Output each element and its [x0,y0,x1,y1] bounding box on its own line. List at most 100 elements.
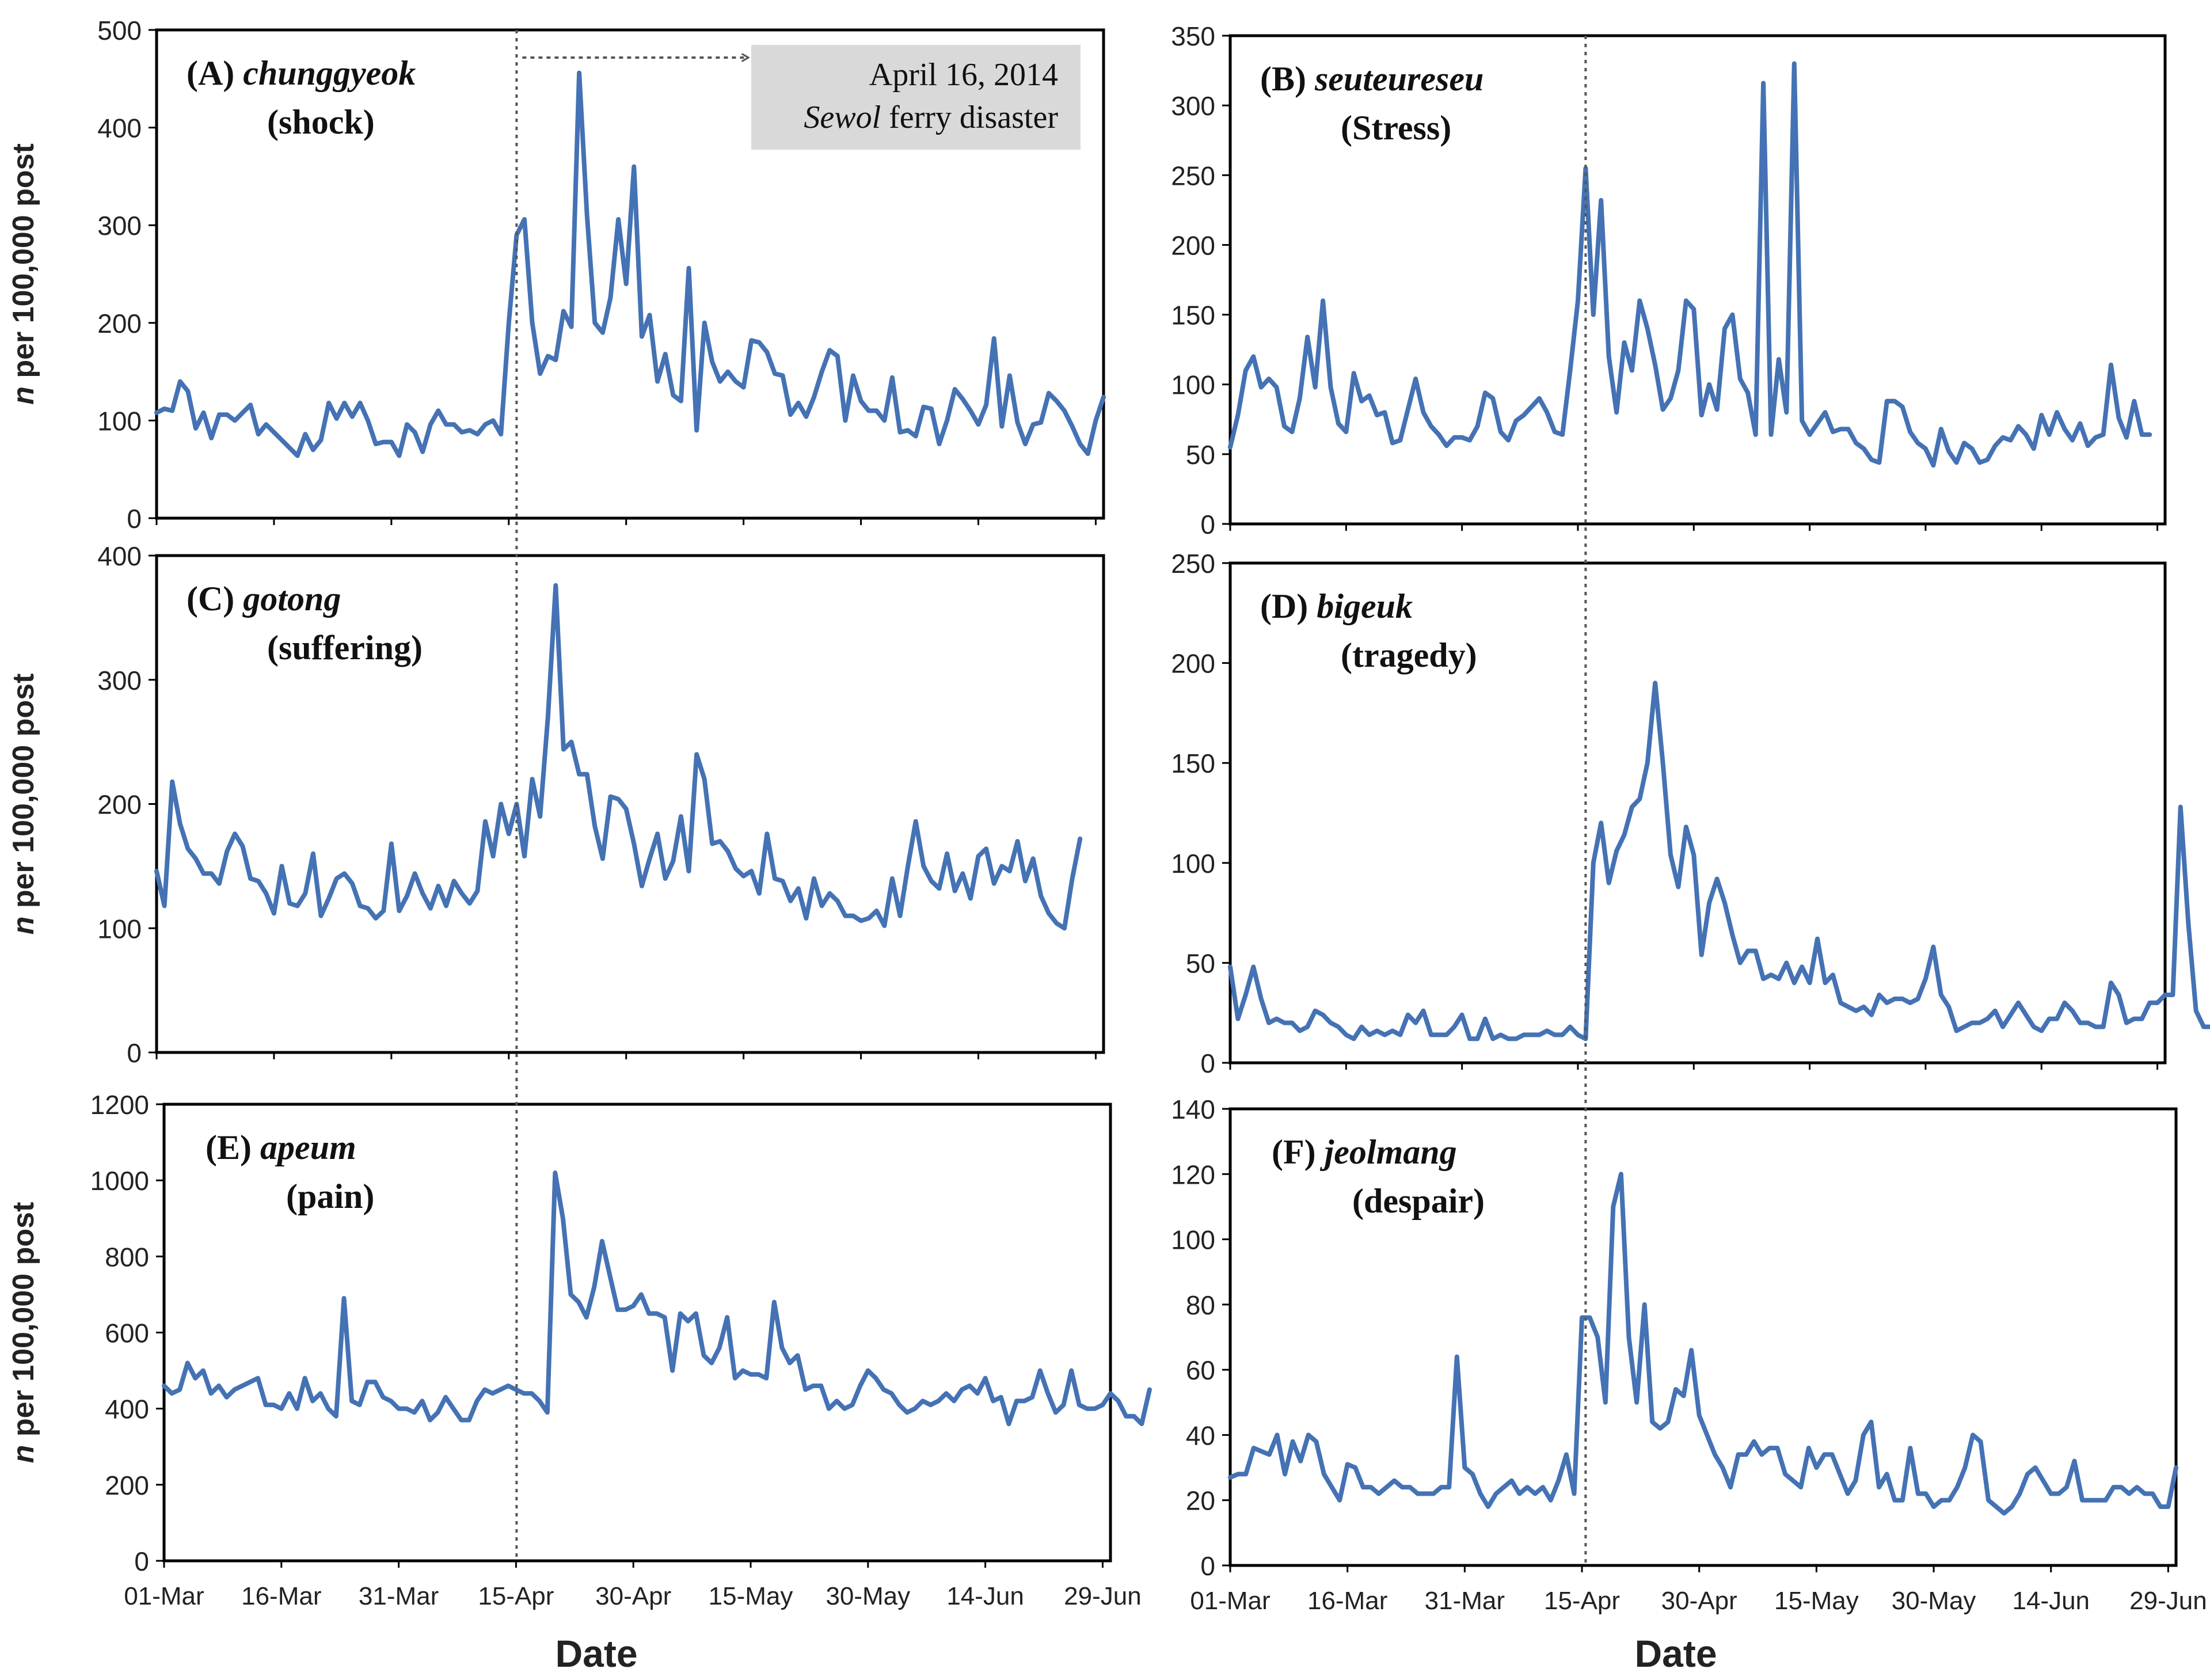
panel-c-subtitle: (suffering) [267,629,423,667]
panel-a: 0 100 200 300 400 500 (A) chunggyeok (shock) n p… [7,16,1106,534]
panel-f-ytick-label-20: 20 [1186,1486,1215,1516]
panel-a-subtitle: (shock) [267,103,375,141]
panel-b-title-label: (B) [1260,60,1315,98]
panel-e-xtick-label-3: 15-Apr [478,1582,554,1610]
panel-f-subtitle: (despair) [1352,1182,1485,1220]
panel-a-ytick-label-200: 200 [97,309,142,339]
panel-e-title-term: apeum [260,1128,356,1166]
panel-e-xtick-label-6: 30-May [826,1582,910,1610]
panel-e-series-line [162,1170,1152,1427]
panel-d-ytick-label-150: 150 [1171,748,1215,778]
event-annotation-label-rest: ferry disaster [881,100,1058,135]
panel-e-xtick-label-8: 29-Jun [1064,1582,1142,1610]
panel-b-ytick-label-100: 100 [1171,370,1215,400]
panel-b-ytick-label-200: 200 [1171,230,1215,260]
panel-a-title: (A) chunggyeok [187,54,416,92]
panel-f-ytick-label-60: 60 [1186,1355,1215,1385]
panel-c-ytick-label-400: 400 [97,541,142,571]
panel-a-ytick-label-100: 100 [97,406,142,436]
panel-e-ytick-label-400: 400 [105,1394,149,1424]
panel-e-ylabel-n: n [7,1445,40,1464]
panel-e-title-label: (E) [206,1128,260,1166]
panel-b-ytick-label-0: 0 [1200,510,1215,539]
panel-f-xtick-label-8: 29-Jun [2129,1587,2207,1615]
panel-e-ylabel: n per 100,000 post [7,1202,40,1464]
panel-c: 0 100 200 300 400 (C) gotong (suffering) n per … [7,541,1105,1068]
event-annotation-date: April 16, 2014 [869,57,1058,93]
panel-f-ytick-label-120: 120 [1171,1160,1215,1189]
panel-c-ytick-label-0: 0 [127,1038,142,1068]
panel-b: 0 50 100 150 200 250 300 350 (B) seuteureseu (Str… [1171,21,2167,539]
panel-d-series-line [1228,681,2210,1042]
panel-f-ytick-label-100: 100 [1171,1225,1215,1255]
panel-c-ylabel-n: n [7,917,40,935]
panel-a-ytick-label-500: 500 [97,16,142,45]
panel-d-subtitle: (tragedy) [1341,636,1477,674]
panel-f-xtick-label-7: 14-Jun [2012,1587,2090,1615]
panel-e-ylabel-rest: per 100,000 post [7,1202,40,1445]
panel-e-title: (E) apeum [206,1128,356,1166]
panel-d-ytick-label-0: 0 [1200,1048,1215,1078]
panel-a-ylabel: n per 100,000 post [7,143,40,405]
panel-e-ytick-label-600: 600 [105,1318,149,1348]
panel-e-xtick-label-4: 30-Apr [595,1582,671,1610]
panel-e-xtick-label-5: 15-May [709,1582,793,1610]
panel-c-title-term: gotong [242,580,341,618]
panel-e-xtick-label-2: 31-Mar [359,1582,439,1610]
panel-f-title-term: jeolmang [1320,1133,1457,1171]
panel-f-xtick-label-2: 31-Mar [1425,1587,1505,1615]
panel-e-ytick-label-800: 800 [105,1242,149,1272]
panel-e-xtick-label-7: 14-Jun [946,1582,1024,1610]
panel-a-ylabel-n: n [7,386,40,405]
panel-a-ylabel-rest: per 100,000 post [7,143,40,386]
panel-d-title: (D) bigeuk [1260,587,1413,625]
panel-a-ytick-label-400: 400 [97,113,142,143]
panel-b-title: (B) seuteureseu [1260,60,1484,98]
panel-c-ytick-label-200: 200 [97,790,142,820]
panel-d-frame [1228,561,2167,1065]
panel-f: 0 20 40 60 80 100 120 140 01-Mar 16-Mar 31-Mar 15-A… [1171,1094,2207,1615]
panel-b-ytick-label-150: 150 [1171,301,1215,330]
event-annotation-label: Sewol ferry disaster [804,100,1058,135]
panel-d-title-label: (D) [1260,587,1317,625]
panel-b-frame [1228,34,2167,526]
x-axis-title-left: Date [555,1632,637,1675]
panel-e-ytick-label-200: 200 [105,1470,149,1500]
panel-a-title-term: chunggyeok [243,54,416,92]
panel-d-title-term: bigeuk [1317,587,1413,625]
panel-b-ytick-label-350: 350 [1171,21,1215,51]
panel-f-xtick-label-3: 15-Apr [1544,1587,1620,1615]
panel-f-ytick-label-0: 0 [1200,1551,1215,1581]
event-annotation-label-italic: Sewol [804,100,881,135]
panel-c-ylabel: n per 100,000 post [7,674,40,935]
panel-f-title: (F) jeolmang [1272,1133,1457,1171]
panel-e-xtick-label-0: 01-Mar [124,1582,204,1610]
panel-c-ytick-label-300: 300 [97,666,142,695]
panel-e-ytick-label-1000: 1000 [90,1166,149,1196]
panel-a-ytick-label-0: 0 [127,504,142,534]
panel-d-ytick-label-200: 200 [1171,649,1215,679]
panel-d: 0 50 100 150 200 250 (D) bigeuk (tragedy) [1171,549,2210,1078]
panel-c-title-label: (C) [187,580,243,618]
panel-e: 0 200 400 600 800 1000 1200 01-Mar 16-Mar 31-Mar 1… [7,1090,1152,1610]
panel-f-title-label: (F) [1272,1133,1325,1171]
panel-d-ytick-label-250: 250 [1171,549,1215,579]
panel-f-xtick-label-4: 30-Apr [1661,1587,1737,1615]
panel-f-ytick-label-80: 80 [1186,1290,1215,1320]
panel-c-title: (C) gotong [187,580,341,618]
panel-f-xtick-label-1: 16-Mar [1307,1587,1387,1615]
panel-f-frame [1228,1107,2178,1567]
panel-f-series-line [1228,1172,2178,1516]
overlay-layer: April 16, 2014 Sewol ferry disaster Date… [515,30,1717,1675]
panel-b-ytick-label-50: 50 [1186,440,1215,470]
event-annotation-box [751,45,1081,150]
panel-b-ytick-label-250: 250 [1171,161,1215,191]
panel-d-ytick-label-100: 100 [1171,849,1215,879]
panel-d-ytick-label-50: 50 [1186,948,1215,978]
panel-c-ylabel-rest: per 100,000 post [7,674,40,917]
panel-e-xtick-label-1: 16-Mar [241,1582,321,1610]
panel-f-xtick-label-5: 15-May [1774,1587,1859,1615]
panel-c-ytick-label-100: 100 [97,914,142,944]
panel-f-ytick-label-40: 40 [1186,1420,1215,1450]
